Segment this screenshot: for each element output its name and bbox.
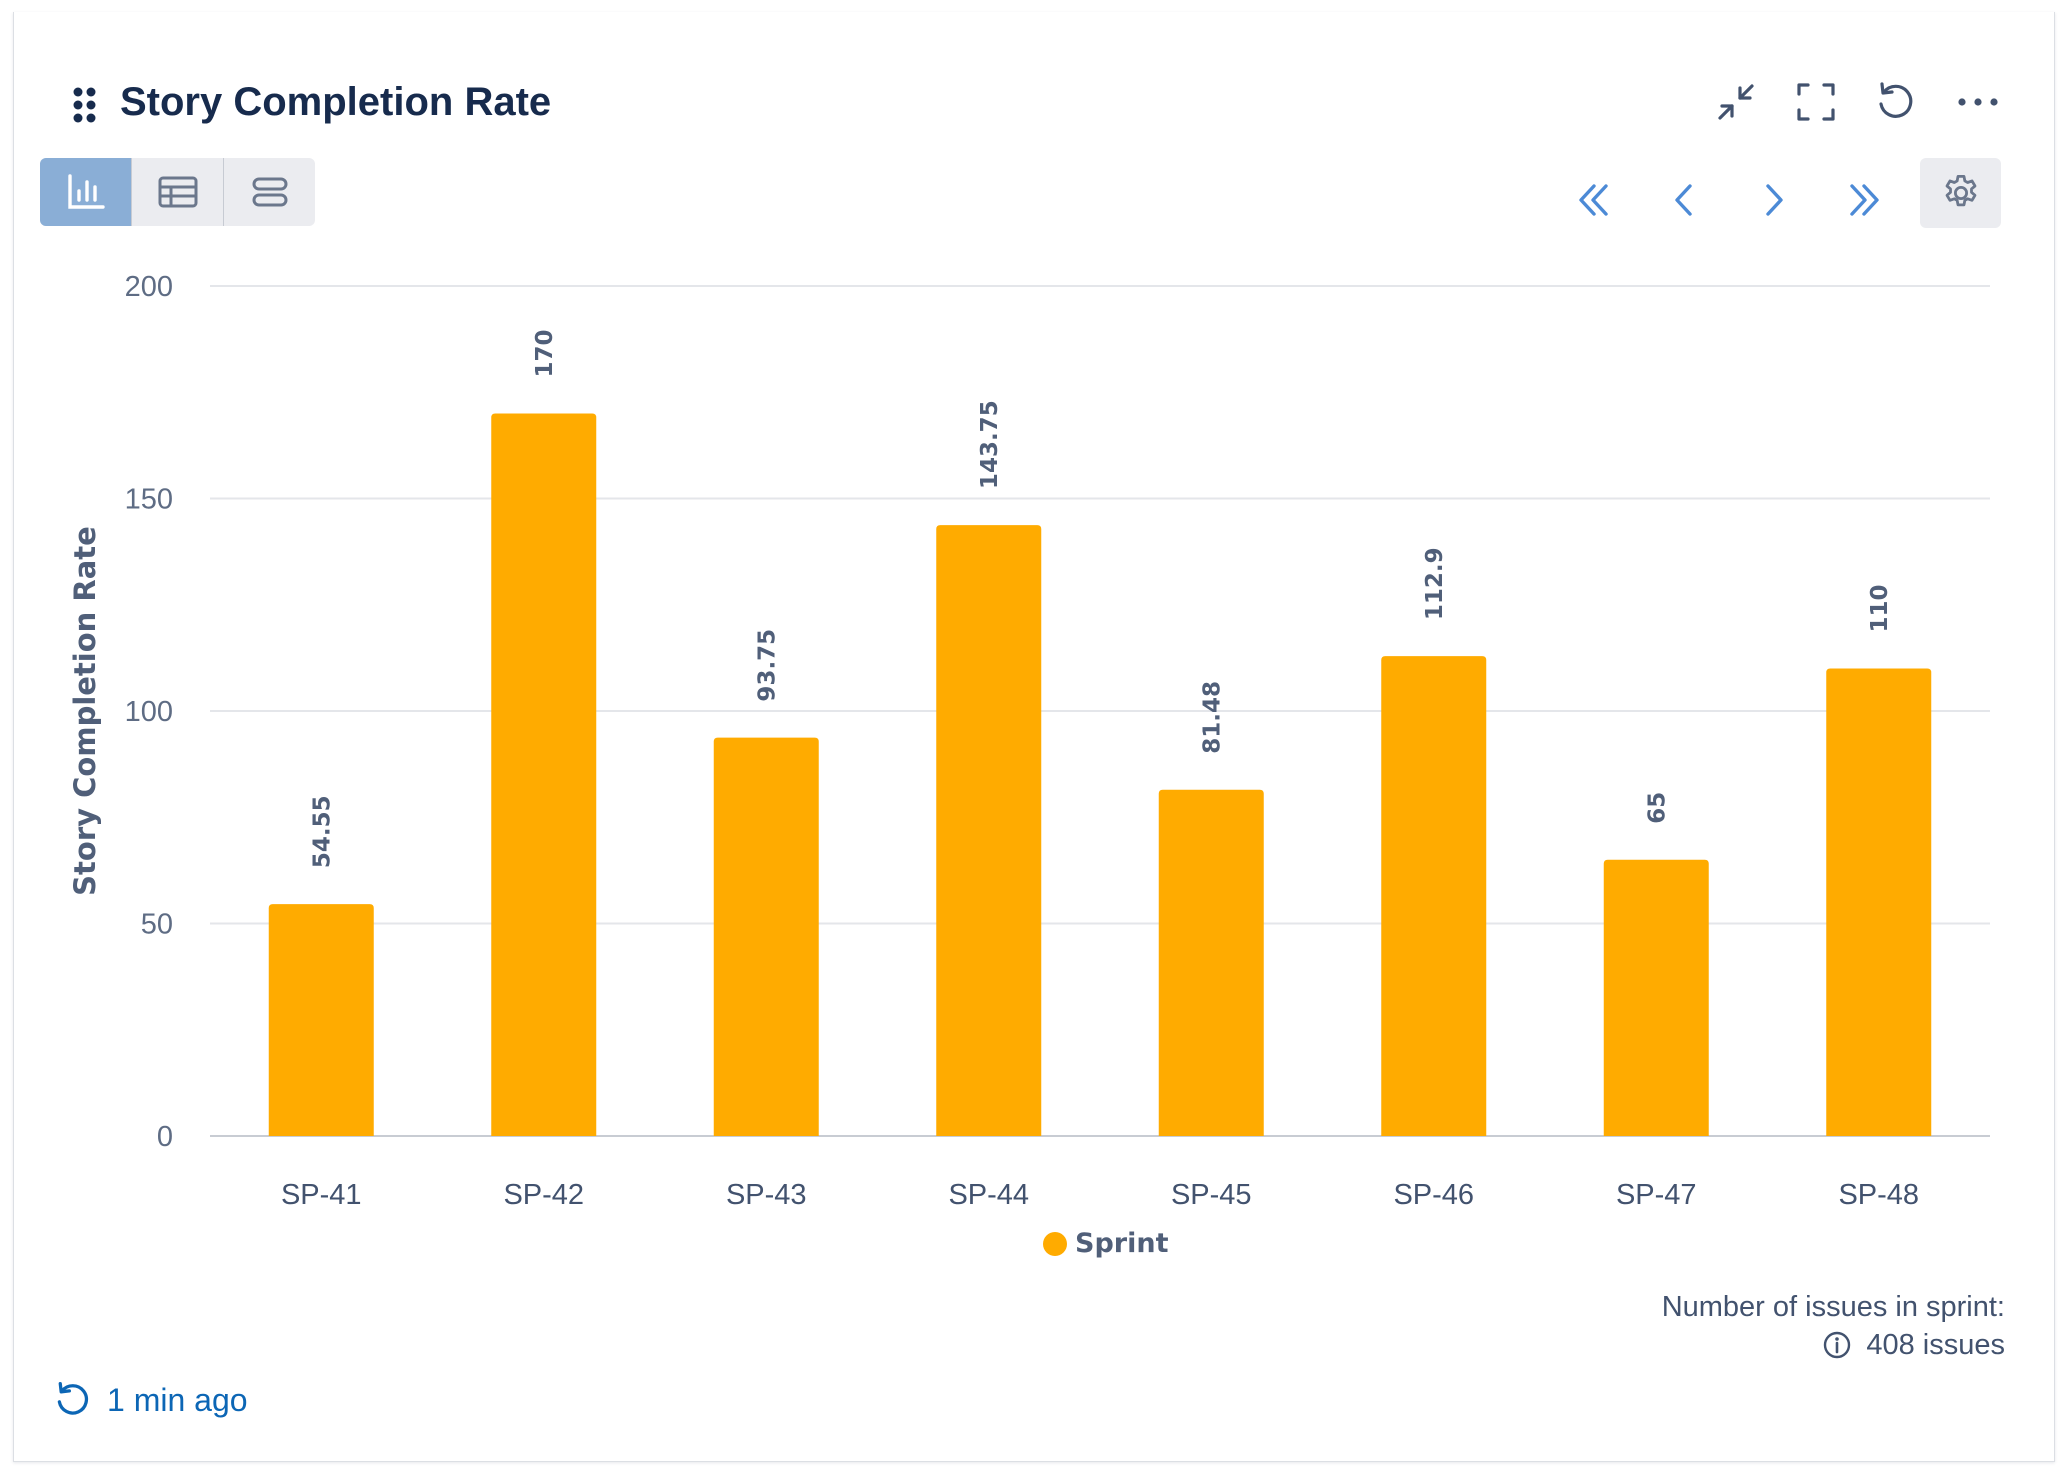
x-tick-label: SP-44 xyxy=(948,1179,1029,1211)
gadget-header: Story Completion Rate xyxy=(14,12,2054,172)
issues-summary: Number of issues in sprint: 408 issues xyxy=(1662,1288,2005,1364)
y-tick-label: 50 xyxy=(141,909,173,941)
collapse-icon[interactable] xyxy=(1714,80,1758,124)
refresh-icon xyxy=(57,1382,89,1415)
fullscreen-icon[interactable] xyxy=(1794,80,1838,124)
legend-swatch xyxy=(1043,1231,1067,1256)
x-tick-label: SP-41 xyxy=(281,1179,362,1211)
table-view-button[interactable] xyxy=(132,158,223,226)
data-label: 143.75 xyxy=(977,400,1003,489)
table-icon xyxy=(158,176,197,208)
bar-chart-icon xyxy=(67,174,105,209)
data-label: 54.55 xyxy=(309,795,335,868)
last-page-icon[interactable] xyxy=(1842,178,1886,222)
y-tick-label: 0 xyxy=(157,1121,173,1153)
chart-view-button[interactable] xyxy=(40,158,131,226)
gear-icon xyxy=(1945,174,1976,207)
bar xyxy=(268,904,374,1136)
x-tick-label: SP-43 xyxy=(726,1179,807,1211)
last-refresh-text: 1 min ago xyxy=(107,1381,248,1418)
data-label: 112.9 xyxy=(1422,547,1448,620)
y-tick-label: 200 xyxy=(125,271,173,303)
bar xyxy=(713,737,819,1136)
list-icon xyxy=(252,177,287,207)
bar xyxy=(1603,859,1709,1136)
x-tick-label: SP-45 xyxy=(1171,1179,1252,1211)
x-tick-label: SP-42 xyxy=(503,1179,584,1211)
x-tick-label: SP-46 xyxy=(1393,1179,1474,1211)
bar xyxy=(1826,668,1932,1136)
refresh-link[interactable]: 1 min ago xyxy=(53,1380,248,1420)
page-title: Story Completion Rate xyxy=(120,80,552,124)
reset-icon[interactable] xyxy=(1874,80,1918,124)
view-mode-toggle xyxy=(40,158,315,226)
data-label: 93.75 xyxy=(754,629,780,702)
bar xyxy=(936,525,1042,1136)
settings-button[interactable] xyxy=(1920,158,2001,228)
x-tick-label: SP-47 xyxy=(1616,1179,1697,1211)
drag-handle-icon[interactable] xyxy=(72,86,98,124)
legend-item-sprint[interactable]: Sprint xyxy=(1043,1228,1168,1259)
issues-label: Number of issues in sprint: xyxy=(1661,1291,2005,1323)
data-label: 170 xyxy=(532,329,558,377)
x-tick-label: SP-48 xyxy=(1838,1179,1919,1211)
info-icon[interactable] xyxy=(1822,1330,1852,1360)
data-label: 81.48 xyxy=(1199,681,1225,754)
list-view-button[interactable] xyxy=(224,158,315,226)
data-label: 110 xyxy=(1867,584,1893,632)
bar xyxy=(491,413,597,1136)
bar xyxy=(1381,656,1487,1136)
y-tick-label: 150 xyxy=(125,484,173,516)
bar xyxy=(1158,789,1264,1136)
y-axis-label: Story Completion Rate xyxy=(68,526,102,896)
issues-count: 408 issues xyxy=(1866,1329,2005,1361)
first-page-icon[interactable] xyxy=(1572,178,1616,222)
y-tick-label: 100 xyxy=(125,696,173,728)
more-options-icon[interactable] xyxy=(1956,80,2000,124)
previous-page-icon[interactable] xyxy=(1662,178,1706,222)
legend-label: Sprint xyxy=(1075,1228,1169,1259)
data-label: 65 xyxy=(1644,792,1670,824)
next-page-icon[interactable] xyxy=(1752,178,1796,222)
